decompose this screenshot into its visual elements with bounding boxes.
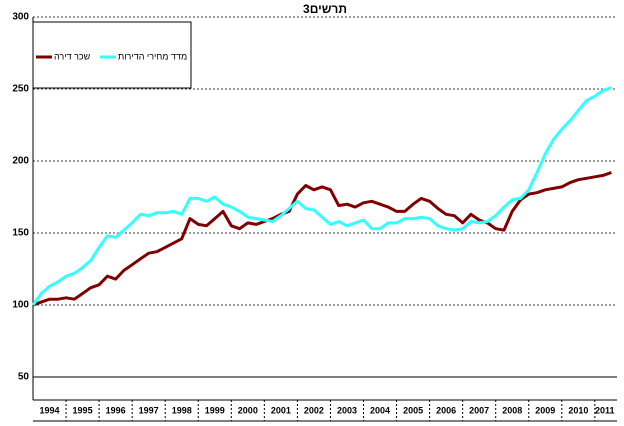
x-tick-label: 1995 (73, 405, 93, 415)
x-tick-label: 2004 (370, 405, 390, 415)
x-tick-label: 1998 (172, 405, 192, 415)
x-tick-label: 2006 (436, 405, 456, 415)
x-tick-label: 2009 (535, 405, 555, 415)
y-tick-label: 250 (12, 84, 29, 95)
y-tick-label: 200 (12, 156, 29, 167)
series-line (32, 171, 612, 307)
x-tick-label: 1996 (106, 405, 126, 415)
y-tick-label: 50 (18, 372, 30, 383)
x-tick-label: 1994 (40, 405, 60, 415)
legend-label: מדד מחירי הדירות (118, 51, 187, 61)
x-tick-label: 2003 (337, 405, 357, 415)
y-tick-label: 100 (12, 300, 29, 311)
x-tick-label: 1999 (205, 405, 225, 415)
y-tick-label: 300 (12, 12, 29, 23)
x-tick-label: 2010 (568, 405, 588, 415)
x-tick-label: 2001 (271, 405, 291, 415)
legend (32, 21, 192, 89)
series-line (31, 86, 612, 306)
x-tick-label: 2008 (502, 405, 522, 415)
x-tick-label: 1997 (139, 405, 159, 415)
legend-label: שכר דירה (54, 51, 91, 61)
x-tick-label: 2007 (469, 405, 489, 415)
x-tick-label: 2002 (304, 405, 324, 415)
x-tick-label: 2005 (403, 405, 423, 415)
y-tick-label: 150 (12, 228, 29, 239)
x-tick-label: 2000 (238, 405, 258, 415)
x-tick-label: 2011 (595, 405, 615, 415)
chart-title: תרשים3 (303, 2, 347, 16)
